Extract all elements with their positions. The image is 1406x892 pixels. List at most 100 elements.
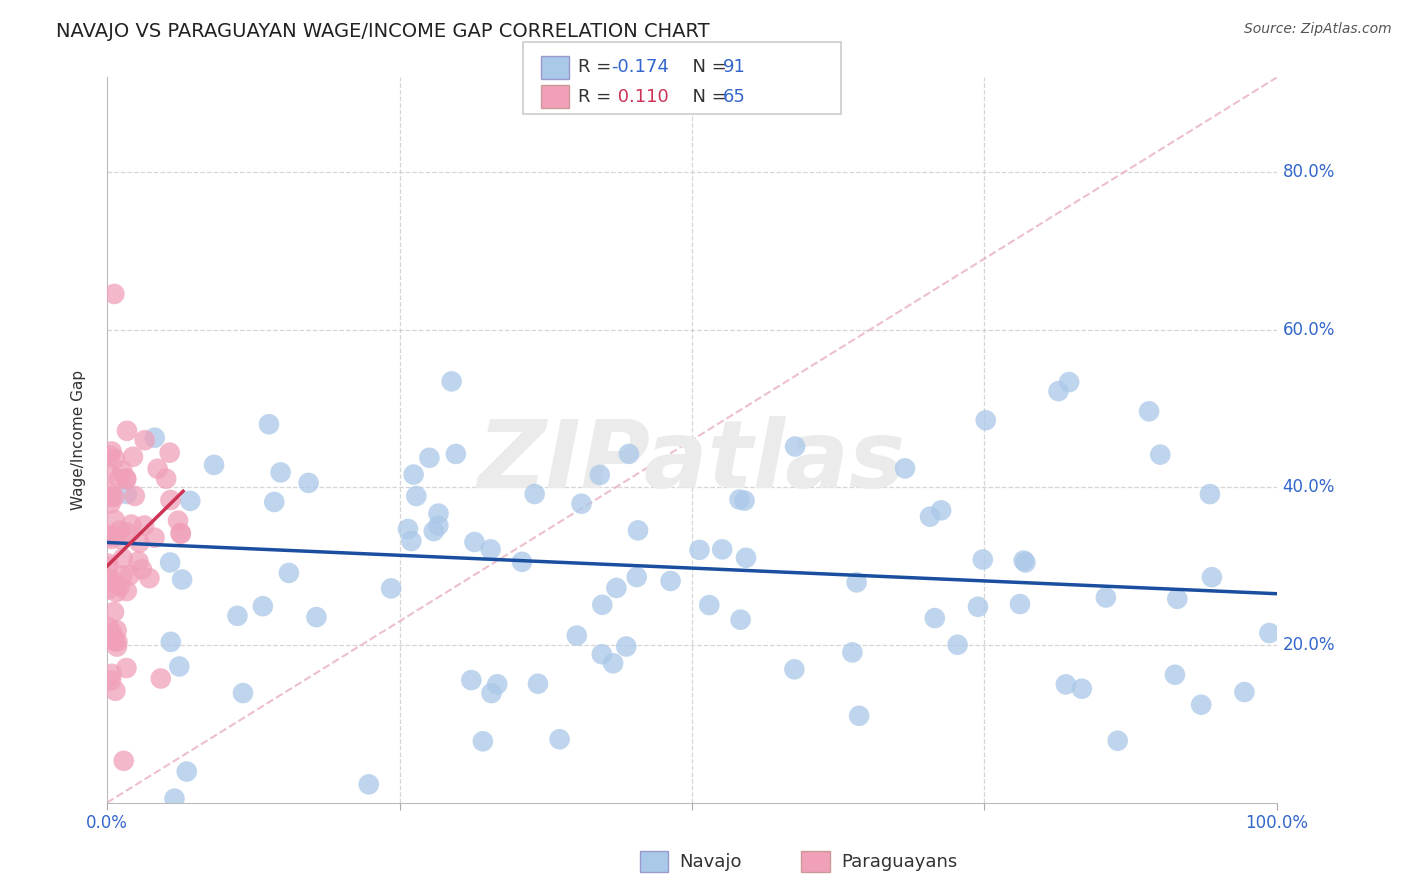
Point	[929, 503, 952, 517]
Point	[98, 632, 121, 646]
Text: ZIPatlas: ZIPatlas	[478, 416, 905, 508]
Point	[418, 450, 440, 465]
Point	[146, 462, 169, 476]
Point	[110, 533, 132, 547]
Point	[226, 608, 249, 623]
Point	[103, 632, 125, 646]
Text: -0.174: -0.174	[612, 58, 669, 77]
Point	[918, 509, 941, 524]
Point	[98, 466, 121, 480]
Point	[783, 662, 806, 676]
Text: N =: N =	[681, 58, 733, 77]
Point	[100, 666, 122, 681]
Point	[1189, 698, 1212, 712]
Point	[1095, 591, 1118, 605]
Point	[97, 559, 120, 574]
Point	[728, 492, 751, 507]
Point	[115, 472, 138, 486]
Point	[527, 677, 550, 691]
Point	[270, 466, 292, 480]
Point	[100, 490, 122, 504]
Point	[128, 535, 150, 549]
Point	[105, 624, 128, 638]
Point	[605, 581, 627, 595]
Point	[297, 475, 319, 490]
Point	[1012, 553, 1035, 567]
Point	[1166, 591, 1188, 606]
Point	[143, 531, 166, 545]
Point	[111, 551, 134, 566]
Point	[155, 472, 177, 486]
Point	[111, 464, 134, 478]
Point	[946, 638, 969, 652]
Point	[134, 518, 156, 533]
Point	[405, 489, 427, 503]
Point	[305, 610, 328, 624]
Point	[848, 708, 870, 723]
Text: R =: R =	[578, 87, 617, 106]
Point	[1258, 626, 1281, 640]
Point	[277, 566, 299, 580]
Point	[471, 734, 494, 748]
Point	[163, 791, 186, 805]
Point	[688, 542, 710, 557]
Text: 60.0%: 60.0%	[1282, 320, 1336, 339]
Point	[711, 542, 734, 557]
Point	[103, 490, 125, 504]
Point	[730, 613, 752, 627]
Point	[380, 582, 402, 596]
Point	[232, 686, 254, 700]
Point	[845, 575, 868, 590]
Point	[1057, 375, 1080, 389]
Point	[149, 672, 172, 686]
Point	[108, 524, 131, 538]
Point	[170, 526, 193, 541]
Point	[967, 599, 990, 614]
Point	[894, 461, 917, 475]
Point	[974, 413, 997, 427]
Point	[115, 487, 138, 501]
Point	[924, 611, 946, 625]
Text: Navajo: Navajo	[679, 853, 741, 871]
Point	[402, 467, 425, 482]
Point	[659, 574, 682, 588]
Point	[510, 555, 533, 569]
Point	[481, 686, 503, 700]
Point	[617, 447, 640, 461]
Point	[159, 556, 181, 570]
Point	[105, 640, 128, 654]
Point	[159, 493, 181, 508]
Point	[486, 677, 509, 691]
Point	[463, 535, 485, 549]
Point	[159, 445, 181, 459]
Text: Paraguayans: Paraguayans	[841, 853, 957, 871]
Point	[1164, 667, 1187, 681]
Point	[697, 598, 720, 612]
Point	[108, 579, 131, 593]
Point	[111, 568, 134, 582]
Point	[1008, 597, 1031, 611]
Point	[571, 497, 593, 511]
Point	[105, 585, 128, 599]
Point	[972, 552, 994, 566]
Point	[479, 542, 502, 557]
Point	[396, 522, 419, 536]
Point	[97, 620, 120, 634]
Point	[1201, 570, 1223, 584]
Text: 91: 91	[723, 58, 745, 77]
Point	[427, 507, 450, 521]
Point	[548, 732, 571, 747]
Point	[107, 634, 129, 648]
Point	[103, 574, 125, 588]
Point	[444, 447, 467, 461]
Point	[115, 584, 138, 599]
Point	[1233, 685, 1256, 699]
Point	[100, 532, 122, 546]
Point	[104, 451, 127, 466]
Text: N =: N =	[681, 87, 733, 106]
Point	[1070, 681, 1092, 696]
Point	[97, 572, 120, 586]
Point	[1047, 384, 1070, 399]
Point	[100, 444, 122, 458]
Point	[179, 494, 201, 508]
